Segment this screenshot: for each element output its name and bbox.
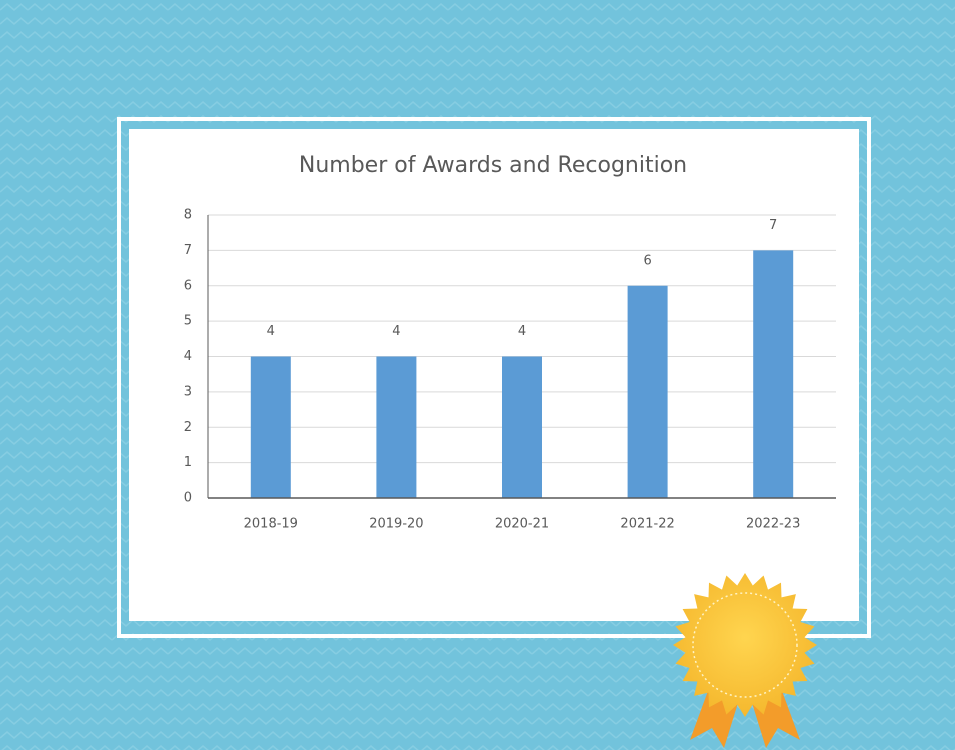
data-label: 4 [267, 324, 275, 339]
y-tick-label: 6 [184, 278, 192, 293]
x-tick-label: 2021-22 [620, 517, 674, 532]
y-tick-label: 7 [184, 243, 192, 258]
bar [376, 357, 416, 499]
y-tick-label: 5 [184, 314, 192, 329]
data-label: 7 [769, 218, 777, 233]
x-tick-label: 2022-23 [746, 517, 800, 532]
data-label: 4 [392, 324, 400, 339]
seal-star [673, 573, 817, 717]
y-tick-label: 8 [184, 208, 192, 223]
chart-panel [129, 129, 859, 621]
x-tick-label: 2019-20 [369, 517, 423, 532]
y-tick-label: 0 [184, 491, 192, 506]
x-tick-label: 2018-19 [244, 517, 298, 532]
chart-title: Number of Awards and Recognition [299, 153, 687, 178]
bar [628, 286, 668, 498]
y-tick-label: 1 [184, 455, 192, 470]
bar [251, 357, 291, 499]
data-label: 4 [518, 324, 526, 339]
bar [502, 357, 542, 499]
page: Number of Awards and Recognition 0 1 2 3 4 5 6… [0, 0, 955, 750]
y-tick-label: 3 [184, 384, 192, 399]
y-tick-label: 2 [184, 420, 192, 435]
x-tick-label: 2020-21 [495, 517, 549, 532]
y-tick-label: 4 [184, 349, 192, 364]
bar [753, 250, 793, 498]
data-label: 6 [643, 253, 651, 268]
